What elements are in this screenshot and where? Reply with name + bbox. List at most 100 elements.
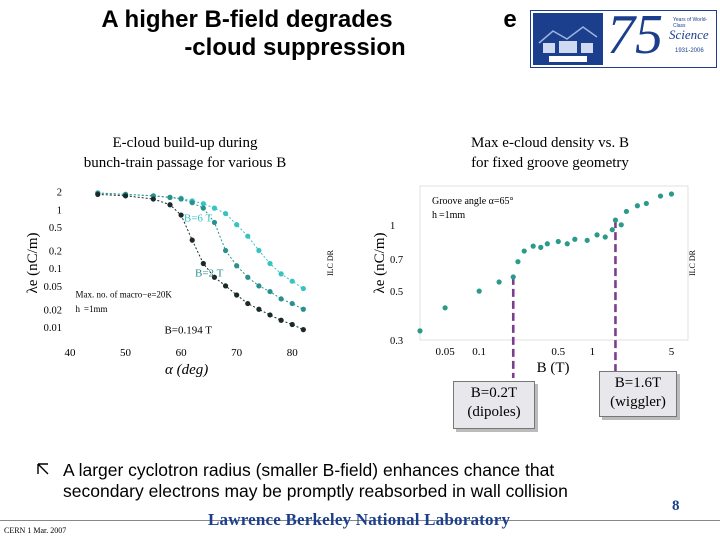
data-point	[289, 300, 295, 307]
data-point	[643, 200, 649, 207]
corner-arrow-icon	[36, 462, 50, 476]
callout-wiggler: B=1.6T (wiggler)	[599, 371, 677, 417]
data-point	[584, 237, 590, 243]
right-chart: 0.05 0.1 0.5 1 5 1 0.7 0.5 0.3 B (T) λe (nC/m) ILC …	[372, 185, 697, 378]
side-label: ILC DR	[688, 249, 697, 276]
x-tick-label: 0.5	[551, 346, 565, 358]
series-line	[97, 192, 304, 310]
slide-title-e: e	[503, 6, 517, 33]
data-point	[256, 306, 262, 312]
data-point	[245, 274, 251, 280]
footer-divider	[0, 520, 720, 521]
data-point	[555, 238, 561, 245]
data-point	[267, 288, 273, 295]
data-point	[278, 271, 284, 277]
y-tick-label: 1	[57, 205, 62, 216]
x-tick-label: 1	[590, 346, 596, 358]
data-point	[245, 300, 251, 307]
data-point	[200, 205, 206, 211]
footer-left: CERN 1 Mar. 2007	[4, 526, 67, 535]
data-point	[657, 193, 664, 199]
data-point	[300, 306, 306, 312]
annotation-groove-angle: Groove angle α=65°	[432, 196, 514, 207]
x-tick-label: 40	[65, 347, 77, 359]
data-point	[178, 212, 184, 218]
data-point	[150, 196, 156, 202]
bullet-text-line2: secondary electrons may be promptly reab…	[63, 481, 568, 501]
series-line	[97, 193, 304, 331]
left-caption-line2: bunch-train passage for various B	[83, 155, 287, 171]
side-label: ILC DR	[326, 249, 335, 276]
data-point	[167, 194, 173, 200]
y-tick-label: 0.1	[49, 264, 62, 275]
data-point	[594, 232, 600, 238]
y-tick-label: 2	[57, 188, 62, 199]
y-tick-label: 1	[390, 221, 395, 232]
data-point	[634, 203, 640, 209]
data-point	[178, 196, 184, 202]
anniversary-logo: 75 Years of World-Class Science 1931-200…	[530, 5, 717, 68]
annotation-b6: B=6 T	[184, 213, 213, 225]
callout-dipoles-line1: B=0.2T	[470, 385, 518, 401]
data-point	[476, 288, 482, 294]
x-tick-label: 0.05	[435, 346, 455, 358]
data-point	[572, 236, 578, 242]
data-point	[609, 227, 615, 233]
x-tick-label: 5	[669, 346, 675, 358]
data-point	[564, 241, 570, 247]
y-tick-label: 0.5	[390, 287, 403, 298]
annotation-b0194: B=0.194 T	[164, 324, 212, 336]
callout-dipoles-line2: (dipoles)	[467, 404, 521, 420]
data-point	[300, 285, 306, 292]
data-point	[167, 202, 173, 208]
data-point	[618, 222, 624, 228]
plot-frame	[419, 185, 689, 341]
lab-building-icon	[533, 13, 603, 65]
left-chart: 40 50 60 70 80 2 1 0.5 0.2 0.1 0.05 0.02 0.01 α (deg)…	[25, 188, 335, 378]
callout-wiggler-line1: B=1.6T	[614, 375, 662, 391]
page-number: 8	[672, 498, 680, 514]
data-point	[417, 328, 423, 334]
bullet-text: A larger cyclotron radius (smaller B-fie…	[63, 460, 663, 502]
data-point	[530, 243, 536, 249]
data-point	[222, 247, 229, 254]
data-point	[668, 191, 675, 197]
data-point	[245, 233, 251, 239]
data-point	[189, 200, 195, 206]
callout-dipoles: B=0.2T (dipoles)	[453, 381, 535, 429]
data-point	[289, 321, 295, 328]
data-point	[234, 263, 240, 269]
y-axis-label: λe (nC/m)	[25, 232, 41, 293]
x-tick-label: 60	[176, 347, 188, 359]
data-point	[544, 241, 550, 247]
data-point	[267, 312, 273, 318]
data-point	[612, 217, 619, 223]
data-point	[200, 201, 206, 207]
data-point	[222, 283, 229, 289]
data-point	[189, 237, 195, 243]
data-point	[234, 222, 240, 228]
x-tick-label: 50	[120, 347, 132, 359]
right-caption-line2: for fixed groove geometry	[471, 155, 629, 171]
x-axis-label: α (deg)	[165, 362, 208, 378]
y-tick-label: 0.3	[390, 336, 403, 347]
data-point	[538, 244, 544, 250]
annotation-h-value: =1mm	[439, 210, 465, 221]
slide-title-line2: -cloud suppression	[184, 34, 406, 61]
y-tick-label: 0.01	[44, 323, 62, 334]
y-tick-label: 0.2	[49, 246, 62, 257]
data-point	[278, 317, 284, 323]
data-point	[442, 305, 448, 311]
y-tick-label: 0.05	[44, 282, 62, 293]
data-point	[256, 283, 262, 289]
footer-lab: Lawrence Berkeley National Laboratory	[208, 510, 511, 529]
data-point	[211, 219, 218, 226]
x-tick-label: 80	[287, 347, 299, 359]
x-tick-label: 0.1	[472, 346, 486, 358]
data-point	[222, 210, 229, 217]
data-point	[200, 260, 206, 267]
series-line	[97, 192, 304, 290]
x-axis-label: B (T)	[537, 360, 570, 376]
annotation-h: h	[76, 304, 81, 314]
data-point	[278, 296, 284, 302]
